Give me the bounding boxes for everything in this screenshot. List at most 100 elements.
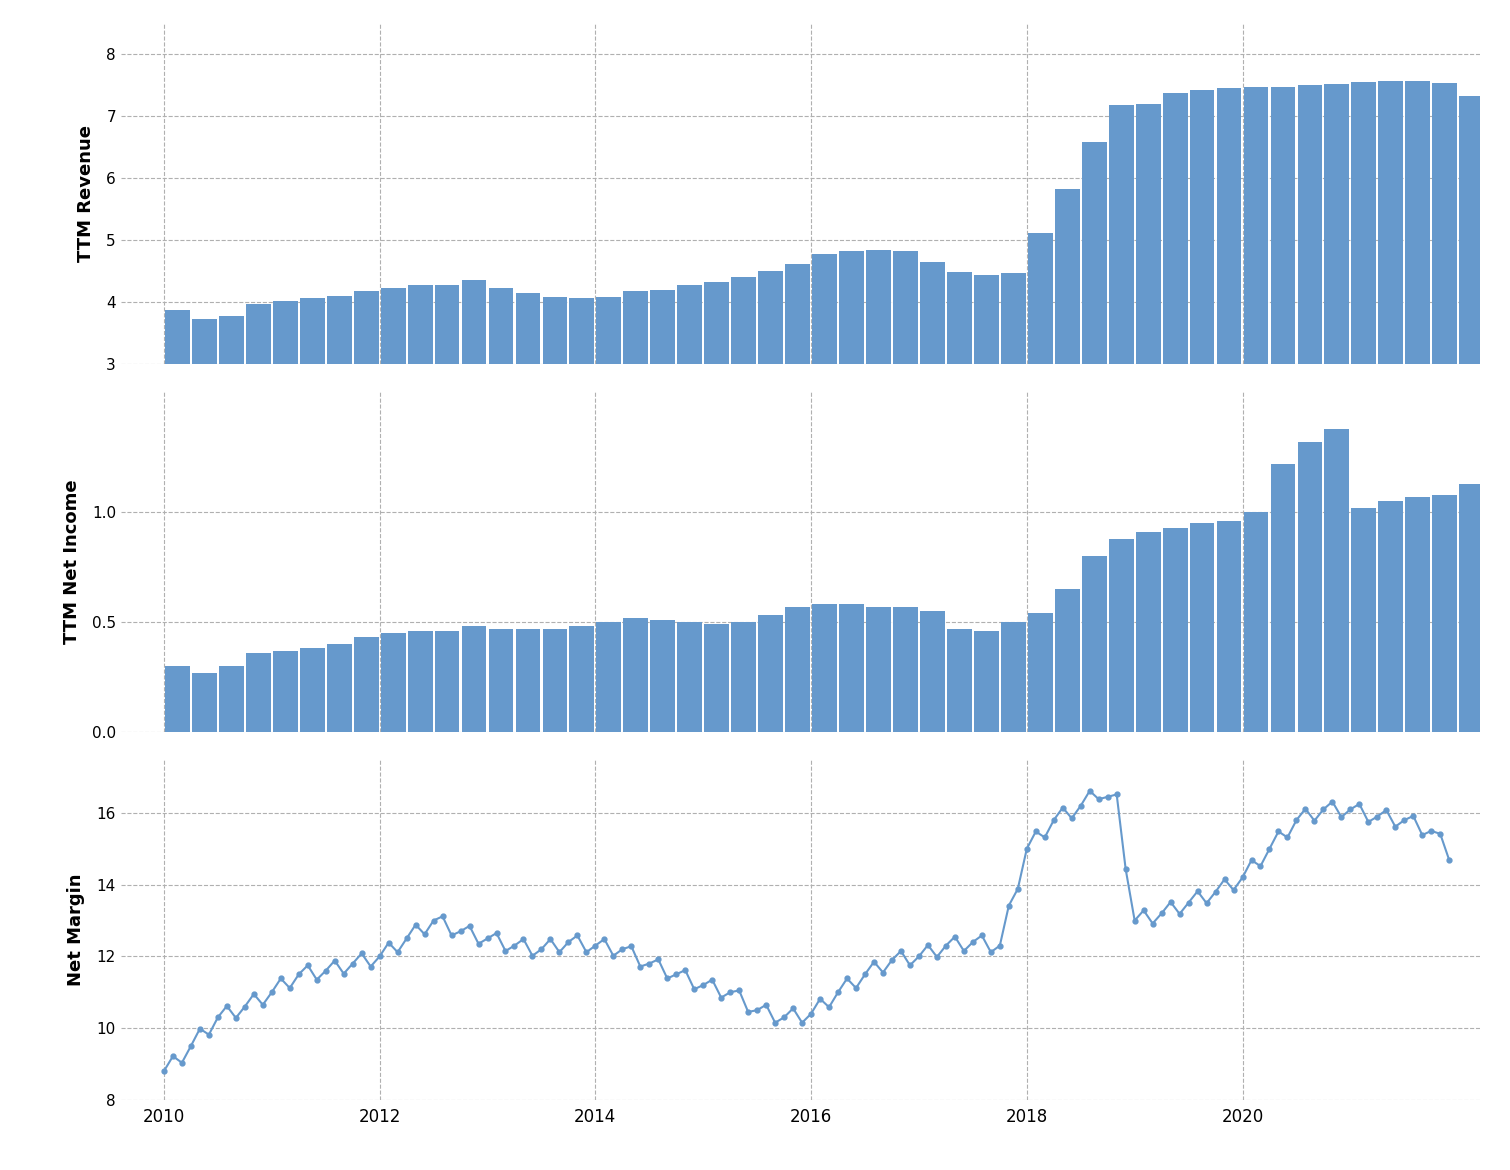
Bar	[1297, 85, 1323, 550]
Bar	[596, 622, 621, 732]
Bar	[1108, 538, 1134, 732]
Bar	[1379, 501, 1403, 732]
Bar	[974, 275, 998, 550]
Bar	[1324, 84, 1350, 550]
Bar	[1270, 88, 1296, 550]
Bar	[192, 673, 217, 732]
Bar	[165, 310, 190, 550]
Bar	[1433, 83, 1457, 550]
Bar	[651, 290, 675, 550]
Bar	[381, 633, 406, 732]
Bar	[1217, 521, 1241, 732]
Bar	[1163, 528, 1187, 732]
Bar	[353, 638, 379, 732]
Bar	[840, 252, 864, 550]
Bar	[1351, 82, 1376, 550]
Bar	[542, 628, 568, 732]
Bar	[1244, 512, 1268, 732]
Bar	[569, 626, 595, 732]
Bar	[947, 628, 972, 732]
Bar	[1055, 188, 1080, 550]
Bar	[947, 273, 972, 550]
Bar	[489, 289, 513, 550]
Bar	[353, 291, 379, 550]
Bar	[489, 628, 513, 732]
Bar	[381, 289, 406, 550]
Bar	[435, 284, 459, 550]
Bar	[1001, 273, 1025, 550]
Bar	[920, 611, 945, 732]
Bar	[515, 292, 541, 550]
Bar	[408, 631, 432, 732]
Bar	[1486, 473, 1510, 732]
Bar	[704, 625, 729, 732]
Bar	[219, 666, 243, 732]
Bar	[651, 620, 675, 732]
Bar	[867, 607, 891, 732]
Bar	[1406, 497, 1430, 732]
Bar	[1270, 463, 1296, 732]
Bar	[273, 651, 297, 732]
Bar	[569, 297, 595, 550]
Bar	[1081, 556, 1107, 732]
Bar	[165, 666, 190, 732]
Bar	[1351, 508, 1376, 732]
Bar	[758, 615, 784, 732]
Y-axis label: TTM Net Income: TTM Net Income	[63, 480, 80, 644]
Bar	[1297, 442, 1323, 732]
Bar	[974, 631, 998, 732]
Bar	[892, 607, 918, 732]
Bar	[1406, 81, 1430, 550]
Bar	[1433, 495, 1457, 732]
Bar	[1028, 233, 1052, 550]
Bar	[840, 605, 864, 732]
Bar	[435, 631, 459, 732]
Bar	[1244, 88, 1268, 550]
Bar	[678, 622, 702, 732]
Y-axis label: TTM Revenue: TTM Revenue	[77, 125, 95, 262]
Bar	[408, 285, 432, 550]
Y-axis label: Net Margin: Net Margin	[68, 873, 86, 986]
Bar	[678, 285, 702, 550]
Bar	[785, 607, 809, 732]
Bar	[731, 277, 757, 550]
Bar	[462, 281, 486, 550]
Bar	[785, 263, 809, 550]
Bar	[1001, 622, 1025, 732]
Bar	[462, 626, 486, 732]
Bar	[246, 304, 270, 550]
Bar	[1486, 109, 1510, 550]
Bar	[1459, 96, 1484, 550]
Bar	[219, 316, 243, 550]
Bar	[731, 622, 757, 732]
Bar	[1028, 613, 1052, 732]
Bar	[1136, 104, 1161, 550]
Bar	[1136, 532, 1161, 732]
Bar	[867, 250, 891, 550]
Bar	[624, 291, 648, 550]
Bar	[192, 318, 217, 550]
Bar	[542, 296, 568, 550]
Bar	[300, 648, 325, 732]
Bar	[1190, 523, 1214, 732]
Bar	[812, 605, 837, 732]
Bar	[758, 271, 784, 550]
Bar	[1459, 483, 1484, 732]
Bar	[326, 296, 352, 550]
Bar	[892, 250, 918, 550]
Bar	[624, 618, 648, 732]
Bar	[1324, 428, 1350, 732]
Bar	[920, 262, 945, 550]
Bar	[515, 628, 541, 732]
Bar	[704, 282, 729, 550]
Bar	[300, 298, 325, 550]
Bar	[1217, 88, 1241, 550]
Bar	[1190, 90, 1214, 550]
Bar	[596, 296, 621, 550]
Bar	[1081, 143, 1107, 550]
Bar	[1163, 94, 1187, 550]
Bar	[1379, 81, 1403, 550]
Bar	[1055, 589, 1080, 732]
Bar	[246, 653, 270, 732]
Bar	[1108, 105, 1134, 550]
